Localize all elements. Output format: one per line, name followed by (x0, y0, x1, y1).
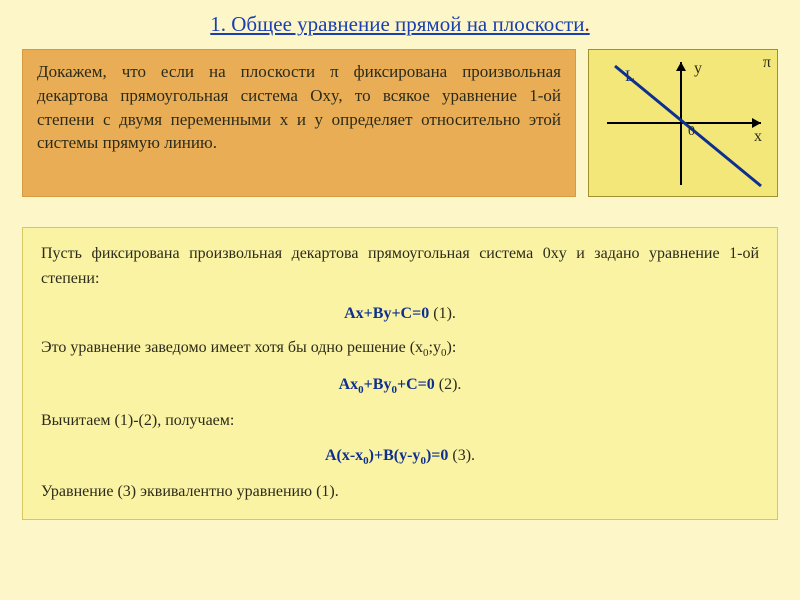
axes-svg (589, 50, 779, 196)
equation-2: Ax0+By0+C=0 (2). (41, 373, 759, 399)
proof-p1: Пусть фиксирована произвольная декартова… (41, 242, 759, 292)
label-y: y (694, 60, 702, 78)
intro-box: Докажем, что если на плоскости π фиксиро… (22, 49, 576, 197)
intro-text: Докажем, что если на плоскости π фиксиро… (37, 62, 561, 152)
title-dot: . (584, 12, 589, 36)
eq2-main: Ax0+By0+C=0 (339, 376, 435, 393)
eq1-main: Ax+By+C=0 (344, 305, 429, 322)
y-arrow (676, 62, 686, 71)
eq3-num: (3). (448, 447, 475, 464)
p2-a: Это уравнение заведомо имеет хотя бы одн… (41, 339, 423, 356)
title-text: 1. Общее уравнение прямой на плоскости (210, 12, 584, 36)
eq2-num: (2). (435, 376, 462, 393)
label-origin: 0 (688, 124, 695, 140)
label-pi: π (763, 54, 771, 72)
x-arrow (752, 118, 761, 128)
equation-1: Ax+By+C=0 (1). (41, 302, 759, 327)
top-row: Докажем, что если на плоскости π фиксиро… (22, 49, 778, 197)
label-l: L (625, 68, 635, 86)
eq3-main: A(x-x0)+B(y-y0)=0 (325, 447, 448, 464)
p2-c: ): (447, 339, 457, 356)
proof-p2: Это уравнение заведомо имеет хотя бы одн… (41, 336, 759, 362)
eq1-num: (1). (429, 305, 456, 322)
proof-p3: Вычитаем (1)-(2), получаем: (41, 409, 759, 434)
label-x: x (754, 128, 762, 146)
equation-3: A(x-x0)+B(y-y0)=0 (3). (41, 444, 759, 470)
slide-title: 1. Общее уравнение прямой на плоскости. (22, 12, 778, 37)
coordinate-diagram: L y x 0 π (588, 49, 778, 197)
proof-p4: Уравнение (3) эквивалентно уравнению (1)… (41, 480, 759, 505)
p2-b: ;y (429, 339, 441, 356)
proof-box: Пусть фиксирована произвольная декартова… (22, 227, 778, 520)
